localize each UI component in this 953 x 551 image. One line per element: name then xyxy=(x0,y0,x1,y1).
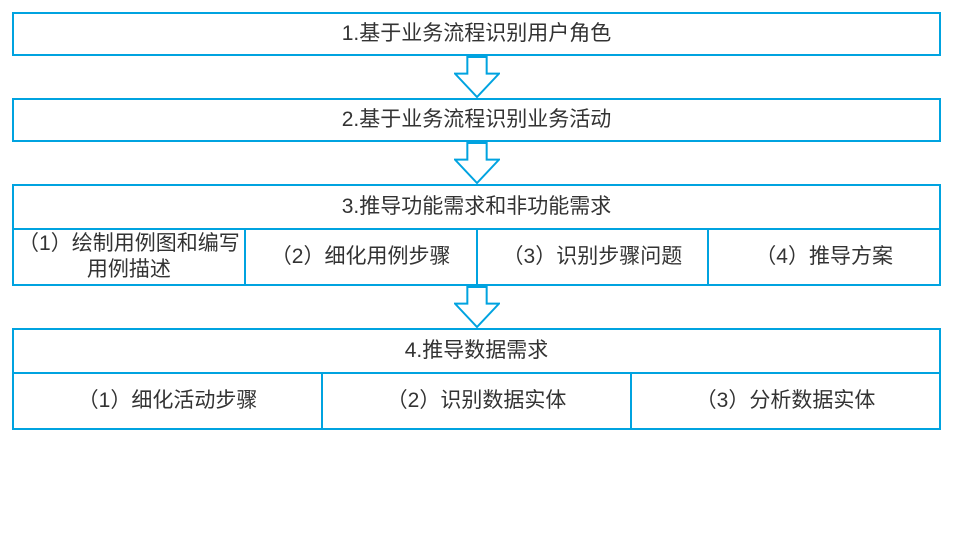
step-3-sub-2: （2）细化用例步骤 xyxy=(246,228,478,286)
down-arrow xyxy=(12,286,941,328)
step-subrow-3: （1）绘制用例图和编写用例描述（2）细化用例步骤（3）识别步骤问题（4）推导方案 xyxy=(12,228,941,286)
step-4-sub-3: （3）分析数据实体 xyxy=(632,372,941,430)
down-arrow xyxy=(12,56,941,98)
flow-diagram: 1.基于业务流程识别用户角色 2.基于业务流程识别业务活动 3.推导功能需求和非… xyxy=(12,12,941,430)
step-3-sub-4: （4）推导方案 xyxy=(709,228,941,286)
step-subrow-4: （1）细化活动步骤（2）识别数据实体（3）分析数据实体 xyxy=(12,372,941,430)
step-title-4: 4.推导数据需求 xyxy=(12,328,941,372)
step-title-2: 2.基于业务流程识别业务活动 xyxy=(12,98,941,142)
down-arrow xyxy=(12,142,941,184)
step-4-sub-2: （2）识别数据实体 xyxy=(323,372,632,430)
step-3-sub-3: （3）识别步骤问题 xyxy=(478,228,710,286)
step-title-1: 1.基于业务流程识别用户角色 xyxy=(12,12,941,56)
step-title-3: 3.推导功能需求和非功能需求 xyxy=(12,184,941,228)
step-4-sub-1: （1）细化活动步骤 xyxy=(12,372,323,430)
step-3-sub-1: （1）绘制用例图和编写用例描述 xyxy=(12,228,246,286)
